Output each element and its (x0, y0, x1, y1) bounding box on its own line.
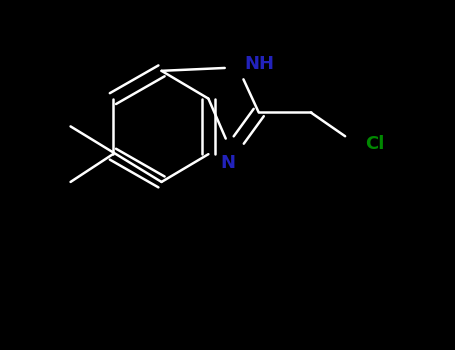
Text: N: N (220, 154, 235, 172)
Text: NH: NH (245, 55, 275, 73)
Text: Cl: Cl (364, 135, 384, 153)
